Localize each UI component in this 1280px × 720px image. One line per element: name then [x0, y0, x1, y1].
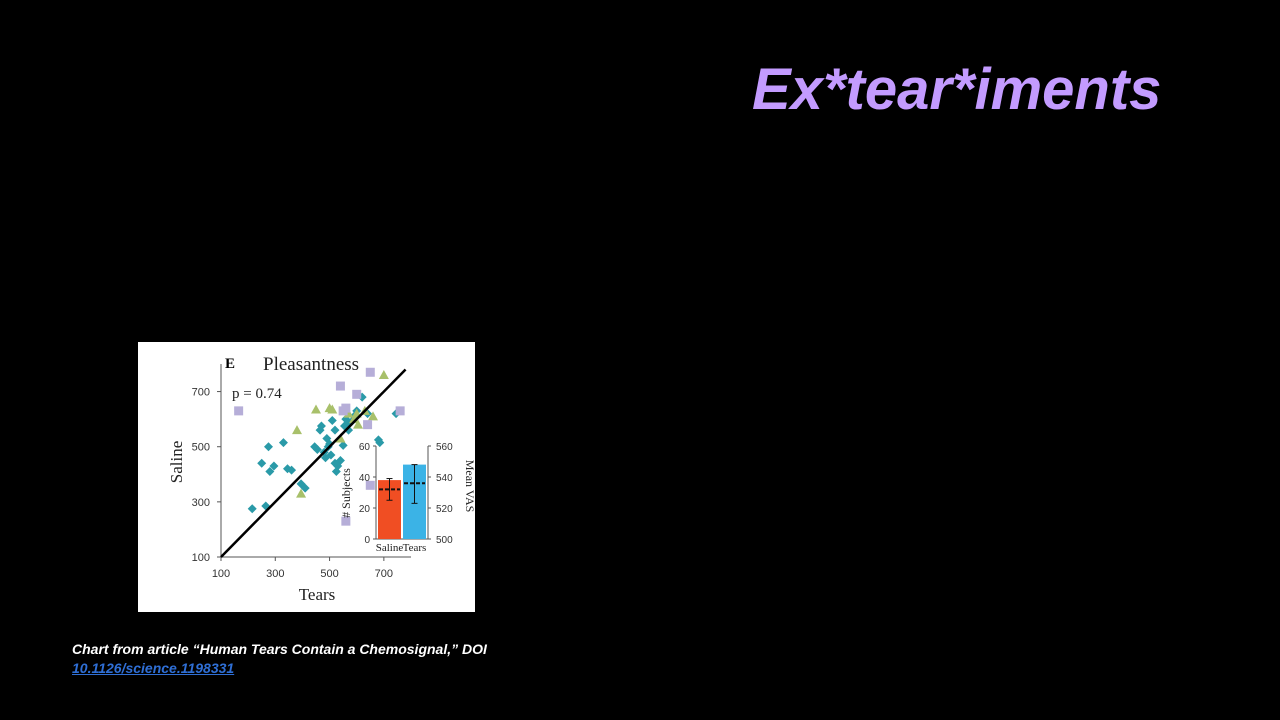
data-point-square	[341, 516, 351, 526]
data-point-triangle	[378, 370, 389, 380]
data-point-diamond	[344, 425, 354, 435]
data-point-square	[363, 420, 373, 430]
inset-category-label: Tears	[403, 542, 427, 554]
x-axis-label: Tears	[299, 585, 336, 604]
y-tick-label: 100	[192, 552, 210, 564]
y-tick-label: 700	[192, 387, 210, 399]
data-point-triangle	[311, 404, 321, 414]
data-point-square	[335, 381, 345, 391]
inset-category-label: Saline	[376, 542, 404, 554]
data-point-diamond	[257, 458, 267, 468]
inset-right-tick-label: 540	[436, 473, 453, 484]
data-point-square	[352, 389, 362, 399]
data-point-triangle	[335, 433, 346, 443]
inset-y2-axis-label: Mean VAS	[463, 460, 475, 513]
inset-left-tick-label: 60	[359, 442, 371, 453]
data-point-diamond	[342, 420, 352, 430]
x-tick-label: 300	[266, 568, 284, 580]
data-point-diamond	[300, 483, 310, 493]
data-point-diamond	[269, 461, 279, 471]
data-point-diamond	[312, 444, 322, 454]
scatter-plot: E Pleasantness p = 0.74 Tears Saline 100…	[167, 354, 411, 604]
inset-bar-chart: # Subjects Mean VAS 0 20 40 60 500 520 540 560 S…	[339, 442, 475, 554]
inset-left-tick-label: 20	[359, 504, 371, 515]
data-point-diamond	[338, 440, 348, 450]
data-point-triangle	[327, 404, 338, 414]
chart-panel: E Pleasantness p = 0.74 Tears Saline 100…	[138, 342, 475, 612]
panel-label: E	[225, 356, 235, 372]
inset-y-axis-label: # Subjects	[339, 468, 353, 518]
data-point-diamond	[265, 467, 275, 477]
x-tick-label: 500	[320, 568, 338, 580]
data-point-square	[395, 406, 405, 416]
data-point-triangle	[368, 411, 378, 421]
identity-line	[220, 368, 407, 558]
inset-left-tick-label: 0	[364, 535, 370, 546]
data-point-diamond	[330, 425, 340, 435]
data-point-diamond	[264, 442, 273, 452]
data-point-triangle	[296, 488, 307, 498]
inset-right-tick-label: 560	[436, 442, 453, 453]
data-point-diamond	[310, 442, 320, 452]
slide-title: Ex*tear*iments	[752, 57, 1162, 122]
pleasantness-chart: E Pleasantness p = 0.74 Tears Saline 100…	[167, 354, 475, 604]
data-point-diamond	[333, 461, 343, 471]
x-tick-label: 700	[375, 568, 393, 580]
inset-right-tick-label: 520	[436, 504, 453, 515]
caption-text: Chart from article “Human Tears Contain …	[72, 641, 487, 657]
data-point-diamond	[327, 416, 337, 426]
y-axis-label: Saline	[167, 441, 186, 484]
inset-left-tick-label: 40	[359, 473, 371, 484]
data-point-diamond	[278, 438, 288, 448]
data-point-square	[234, 406, 244, 416]
chart-title: Pleasantness	[263, 354, 359, 375]
p-value-annotation: p = 0.74	[232, 386, 282, 402]
doi-link[interactable]: 10.1126/science.1198331	[72, 660, 235, 676]
source-caption: Chart from article “Human Tears Contain …	[72, 640, 632, 678]
x-tick-label: 100	[212, 568, 230, 580]
data-point-triangle	[353, 419, 364, 429]
inset-right-tick-label: 500	[436, 535, 453, 546]
data-point-diamond	[335, 456, 345, 465]
data-point-diamond	[287, 465, 297, 475]
data-point-diamond	[326, 450, 336, 460]
data-point-diamond	[331, 467, 341, 477]
data-point-diamond	[247, 504, 257, 514]
bar-saline	[378, 480, 401, 539]
data-point-triangle	[292, 425, 302, 435]
y-tick-label: 300	[192, 497, 210, 509]
y-tick-label: 500	[192, 442, 210, 454]
data-point-diamond	[316, 421, 326, 431]
data-point-square	[365, 367, 375, 377]
data-point-triangle	[343, 408, 354, 418]
data-point-square	[341, 403, 351, 413]
data-point-diamond	[375, 438, 385, 448]
data-point-square	[365, 480, 375, 490]
data-point-diamond	[322, 433, 332, 443]
